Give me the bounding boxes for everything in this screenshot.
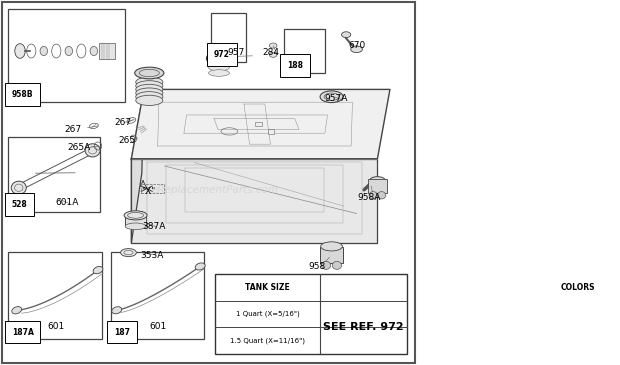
Ellipse shape — [136, 95, 163, 105]
Text: 957A: 957A — [324, 94, 347, 103]
Ellipse shape — [351, 46, 363, 53]
Text: 601A: 601A — [55, 198, 78, 207]
Ellipse shape — [90, 46, 97, 55]
Text: 670: 670 — [348, 41, 365, 50]
Ellipse shape — [206, 51, 231, 66]
Bar — [268, 129, 275, 134]
Ellipse shape — [136, 88, 163, 98]
Circle shape — [322, 261, 330, 269]
Text: 267: 267 — [115, 118, 131, 127]
Text: 601: 601 — [150, 322, 167, 331]
Ellipse shape — [208, 64, 229, 71]
Ellipse shape — [136, 84, 163, 95]
Ellipse shape — [208, 70, 229, 76]
Text: "X": "X" — [141, 187, 155, 196]
Ellipse shape — [136, 92, 163, 102]
Polygon shape — [131, 89, 144, 243]
Text: 387A: 387A — [143, 222, 166, 231]
Bar — [99, 43, 115, 59]
Text: 353A: 353A — [141, 251, 164, 260]
Text: 265A: 265A — [68, 143, 91, 152]
Text: 528: 528 — [12, 200, 27, 209]
Bar — [283, 29, 326, 73]
Text: 187: 187 — [114, 327, 130, 337]
Bar — [211, 13, 246, 62]
Bar — [8, 9, 125, 102]
Polygon shape — [131, 159, 378, 243]
Circle shape — [85, 144, 100, 157]
Text: 957: 957 — [227, 49, 244, 57]
Text: 601: 601 — [48, 322, 65, 331]
Ellipse shape — [125, 223, 146, 230]
Ellipse shape — [120, 249, 136, 257]
Circle shape — [369, 192, 378, 199]
Polygon shape — [131, 89, 390, 159]
Text: 284: 284 — [263, 49, 280, 57]
Bar — [110, 252, 205, 339]
Text: COLORS: COLORS — [561, 283, 595, 292]
Ellipse shape — [320, 91, 343, 103]
Bar — [320, 247, 343, 263]
Ellipse shape — [270, 43, 277, 48]
Text: TANK SIZE: TANK SIZE — [245, 283, 290, 292]
Circle shape — [332, 261, 342, 269]
Ellipse shape — [136, 81, 163, 91]
Text: 958A: 958A — [357, 193, 381, 201]
Ellipse shape — [270, 52, 277, 57]
Ellipse shape — [342, 32, 351, 38]
Circle shape — [378, 192, 386, 199]
Text: 1.5 Quart (X=11/16"): 1.5 Quart (X=11/16") — [230, 337, 305, 344]
Text: SEE REF. 972: SEE REF. 972 — [323, 322, 404, 332]
Ellipse shape — [40, 46, 48, 55]
Ellipse shape — [15, 44, 25, 58]
Text: 958B: 958B — [12, 90, 33, 99]
Text: 267: 267 — [64, 125, 82, 134]
Circle shape — [11, 181, 26, 194]
Ellipse shape — [195, 263, 205, 270]
Text: 188: 188 — [287, 61, 303, 70]
Ellipse shape — [65, 46, 73, 55]
Ellipse shape — [93, 266, 103, 274]
Text: eReplacementParts.com: eReplacementParts.com — [151, 185, 278, 195]
Ellipse shape — [135, 67, 164, 79]
Bar — [8, 137, 100, 212]
Ellipse shape — [112, 307, 122, 314]
Bar — [215, 274, 407, 354]
Text: 1 Quart (X=5/16"): 1 Quart (X=5/16") — [236, 311, 299, 317]
Ellipse shape — [370, 177, 386, 185]
Text: 958: 958 — [308, 262, 326, 271]
Ellipse shape — [12, 307, 22, 314]
Ellipse shape — [136, 77, 163, 87]
Ellipse shape — [208, 59, 229, 65]
Ellipse shape — [124, 211, 147, 220]
Bar — [141, 184, 164, 193]
Bar — [125, 215, 146, 226]
Text: 972: 972 — [214, 50, 230, 59]
Text: 187A: 187A — [12, 327, 33, 337]
Bar — [368, 179, 387, 193]
Bar — [255, 122, 262, 126]
Text: 265: 265 — [118, 136, 136, 145]
Bar — [8, 252, 102, 339]
Ellipse shape — [321, 242, 342, 251]
